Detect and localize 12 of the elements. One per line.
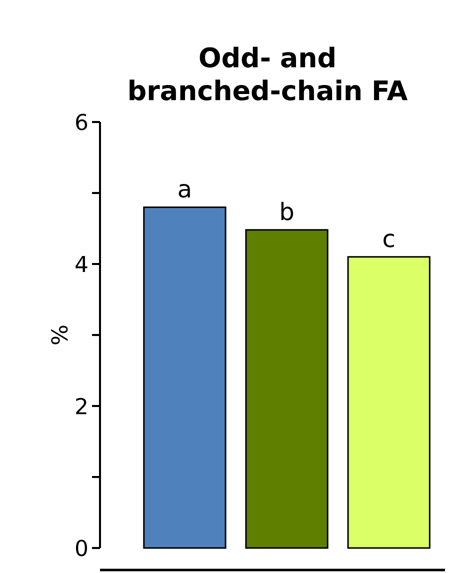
y-tick-label: 6: [76, 114, 88, 130]
data-label: a: [178, 184, 190, 198]
y-tick-label: 0: [76, 540, 88, 556]
bar: [347, 256, 430, 549]
y-axis-title: %: [51, 326, 68, 344]
bar: [143, 206, 226, 549]
data-label: b: [281, 202, 294, 220]
chart-title: Odd- and branched-chain FA: [130, 46, 408, 100]
y-tick-label: 4: [76, 256, 88, 272]
y-tick-label: 2: [76, 398, 86, 414]
data-label: c: [384, 234, 394, 248]
bar: [245, 229, 328, 549]
